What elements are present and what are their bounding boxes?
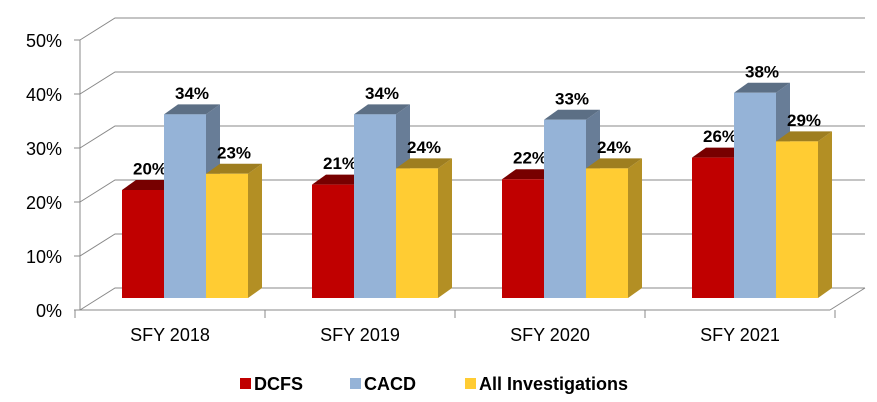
data-label: 26% (703, 127, 737, 146)
data-label: 29% (787, 111, 821, 130)
data-label: 34% (365, 84, 399, 103)
legend-swatch (350, 378, 361, 389)
y-tick-label: 30% (26, 139, 62, 159)
bar-front (122, 190, 164, 298)
data-label: 21% (323, 154, 357, 173)
y-tick-label: 50% (26, 31, 62, 51)
bar-front (164, 114, 206, 299)
bar-side (438, 158, 452, 298)
bar-top (164, 104, 220, 115)
bar (206, 163, 262, 298)
bar-top (206, 163, 262, 174)
x-tick-label: SFY 2019 (320, 325, 400, 345)
floor-right (829, 287, 866, 311)
bar-front (206, 173, 248, 298)
data-label: 33% (555, 89, 589, 108)
grid-line (79, 71, 865, 95)
data-label: 24% (407, 138, 441, 157)
bar-top (586, 158, 642, 169)
bar-front (312, 184, 354, 298)
data-label: 20% (133, 159, 167, 178)
x-tick-label: SFY 2018 (130, 325, 210, 345)
bar-front (544, 119, 586, 298)
bar (586, 158, 642, 298)
legend-label: DCFS (254, 374, 303, 394)
bar-side (248, 163, 262, 298)
bar-front (734, 92, 776, 298)
legend-label: CACD (364, 374, 416, 394)
y-tick-label: 40% (26, 85, 62, 105)
data-label: 38% (745, 62, 779, 81)
bar-front (692, 157, 734, 298)
bar-side (628, 158, 642, 298)
bar-front (586, 168, 628, 298)
x-tick-label: SFY 2020 (510, 325, 590, 345)
bar-front (354, 114, 396, 299)
data-label: 22% (513, 149, 547, 168)
bar (396, 158, 452, 298)
bar-top (396, 158, 452, 169)
legend-label: All Investigations (479, 374, 628, 394)
bar-top (776, 131, 832, 142)
y-tick-label: 20% (26, 193, 62, 213)
grid-line (79, 17, 865, 41)
bar-front (776, 141, 818, 298)
bar-side (818, 131, 832, 298)
bar-top (734, 82, 790, 93)
bar (776, 131, 832, 298)
y-tick-label: 10% (26, 247, 62, 267)
grid-line (79, 125, 865, 149)
bar-front (502, 179, 544, 298)
data-label: 34% (175, 84, 209, 103)
bar-top (354, 104, 410, 115)
legend-swatch (240, 378, 251, 389)
data-label: 24% (597, 138, 631, 157)
legend-swatch (465, 378, 476, 389)
x-tick-label: SFY 2021 (700, 325, 780, 345)
data-label: 23% (217, 143, 251, 162)
bar-top (544, 109, 600, 120)
bar-front (396, 168, 438, 298)
y-tick-label: 0% (36, 301, 62, 321)
